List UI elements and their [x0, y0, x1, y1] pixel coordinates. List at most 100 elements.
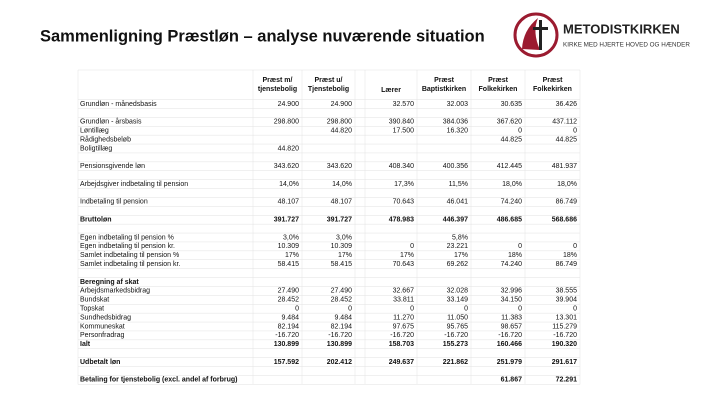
cell-value: 157.592 [274, 359, 299, 366]
cell-value: 568.686 [552, 217, 577, 224]
cell-value: 155.273 [443, 341, 468, 348]
table: Præst m/tjenstebolig Præst u/Tjenstebolig… [77, 69, 581, 385]
cell-value: 437.112 [552, 119, 577, 126]
cell-value: 36.426 [556, 101, 578, 108]
cell-value: 221.862 [443, 359, 468, 366]
cell-value: 251.979 [497, 359, 522, 366]
row-label: Pensionsgivende løn [80, 163, 145, 170]
cell-value: 24.900 [331, 101, 353, 108]
row-label: Boligtillæg [80, 145, 112, 152]
cell-value: 32.028 [447, 288, 469, 295]
cell-value: 16.320 [447, 128, 469, 135]
row-label: Samlet indbetaling til pension % [80, 252, 179, 259]
column-header: Folkekirken [533, 86, 572, 93]
cell-value: -16.720 [275, 332, 299, 339]
cell-value: 44.825 [556, 136, 578, 143]
cell-value: 38.555 [556, 288, 578, 295]
cell-value: 32.570 [393, 101, 415, 108]
cell-value: 10.309 [331, 243, 353, 250]
row-label: Indbetaling til pension [80, 199, 148, 206]
row-label: Udbetalt løn [80, 359, 120, 366]
logo-flame [522, 18, 540, 50]
header-bg [78, 70, 580, 98]
cell-value: 390.840 [389, 119, 414, 126]
cell-value: 11,5% [449, 181, 468, 188]
column-header: Folkekirken [479, 86, 518, 93]
cell-value: 86.749 [556, 199, 578, 206]
cell-value: 14,0% [279, 181, 299, 188]
cell-value: 9.484 [281, 314, 299, 321]
cell-value: 97.675 [393, 323, 415, 330]
logo: METODISTKIRKEN KIRKE MED HJERTE HOVED OG… [513, 12, 690, 58]
cell-value: -16.720 [328, 332, 352, 339]
cell-value: 0 [573, 128, 577, 135]
cell-value: 33.811 [393, 297, 414, 304]
column-header: Præst [434, 77, 455, 84]
cell-value: -16.720 [390, 332, 414, 339]
row-label: Sundhedsbidrag [80, 314, 131, 321]
cell-value: 130.899 [327, 341, 352, 348]
cell-value: 32.667 [393, 288, 415, 295]
cell-value: 391.727 [274, 217, 299, 224]
cell-value: 412.445 [497, 163, 522, 170]
cell-value: 160.466 [497, 341, 522, 348]
cell-value: 10.309 [278, 243, 300, 250]
row-label: Arbejdsgiver indbetaling til pension [80, 181, 188, 188]
cell-value: 391.727 [327, 217, 352, 224]
cell-value: 298.800 [327, 119, 352, 126]
cell-value: 58.415 [278, 261, 300, 268]
row-label: Betaling for tjenstebolig (excl. andel a… [80, 377, 238, 384]
cell-value: 70.643 [393, 261, 415, 268]
logo-cross [539, 20, 542, 50]
cell-value: 33.149 [447, 297, 469, 304]
cell-value: 18% [563, 252, 577, 259]
cell-value: -16.720 [553, 332, 577, 339]
cell-value: 291.617 [552, 359, 577, 366]
cell-value: 13.301 [556, 314, 578, 321]
cell-value: 486.685 [497, 217, 522, 224]
cell-value: 44.820 [331, 128, 353, 135]
cell-value: 46.041 [447, 199, 469, 206]
slide-title: Sammenligning Præstløn – analyse nuværen… [40, 27, 485, 45]
cell-value: 3,0% [336, 234, 352, 241]
column-header: Tjenstebolig [308, 86, 349, 93]
logo-name: METODISTKIRKEN [563, 21, 680, 36]
cell-value: 0 [410, 306, 414, 313]
cell-value: 61.867 [501, 377, 523, 384]
row-label: Bruttoløn [80, 217, 112, 224]
cell-value: 0 [295, 306, 299, 313]
cell-value: 27.490 [278, 288, 300, 295]
row-label: Topskat [80, 306, 104, 313]
cell-value: 86.749 [556, 261, 578, 268]
cell-value: 158.703 [389, 341, 414, 348]
cell-value: 249.637 [389, 359, 414, 366]
cell-value: 82.194 [331, 323, 353, 330]
row-label: Personfradrag [80, 332, 124, 339]
cell-value: 0 [518, 128, 522, 135]
cell-value: 28.452 [331, 297, 353, 304]
cell-value: 24.900 [278, 101, 300, 108]
cell-value: 18,0% [502, 181, 522, 188]
row-label: Løntillæg [80, 128, 109, 135]
cell-value: 74.240 [501, 199, 523, 206]
row-label: Kommuneskat [80, 323, 125, 330]
cell-value: 17% [285, 252, 299, 259]
cell-value: 17% [400, 252, 414, 259]
cell-value: 190.320 [552, 341, 577, 348]
row-label: Beregning af skat [80, 279, 139, 286]
column-header: Præst [543, 77, 564, 84]
cell-value: 17% [454, 252, 468, 259]
cell-value: 0 [410, 243, 414, 250]
row-label: Rådighedsbeløb [80, 135, 131, 143]
row-label: Ialt [80, 341, 91, 348]
cell-value: 343.620 [274, 163, 299, 170]
cell-value: 446.397 [443, 217, 468, 224]
cell-value: 367.620 [497, 119, 522, 126]
cell-value: 11.050 [447, 314, 468, 321]
cell-value: 11.383 [501, 314, 522, 321]
cell-value: 408.340 [389, 163, 414, 170]
logo-tagline: KIRKE MED HJERTE HOVED OG HÆNDER [563, 42, 690, 49]
logo-cross [533, 27, 548, 30]
column-header: Lærer [381, 87, 401, 94]
cell-value: -16.720 [498, 332, 522, 339]
